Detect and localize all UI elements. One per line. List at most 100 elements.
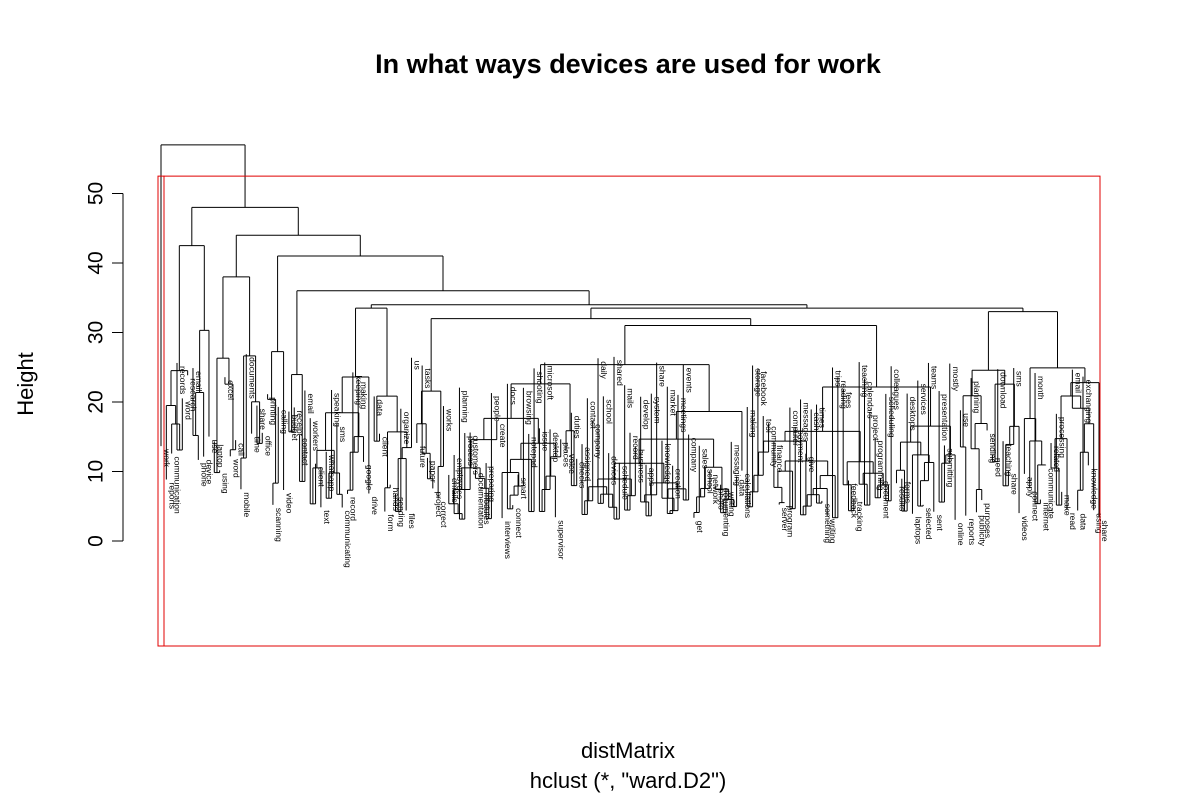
leaf-label: client	[317, 467, 327, 487]
leaf-labels: workreportscommunicationrecordswordresea…	[162, 357, 1110, 568]
leaf-label: record	[349, 497, 359, 521]
leaf-label: mails	[626, 388, 636, 408]
leaf-label: reports	[967, 519, 977, 545]
leaf-label: laptops	[913, 517, 923, 544]
leaf-label: making	[359, 382, 369, 410]
leaf-label: programming	[876, 441, 886, 491]
leaf-label: school	[706, 469, 716, 494]
leaf-label: teaching	[1004, 444, 1014, 476]
leaf-label: data	[375, 399, 385, 416]
leaf-label: receipt	[295, 410, 305, 436]
leaf-label: knowledge	[663, 444, 673, 485]
leaf-label: desktop	[551, 432, 561, 462]
leaf-label: sent	[935, 515, 945, 532]
leaf-label: process	[466, 436, 476, 466]
leaf-label: creation	[674, 469, 684, 500]
leaf-label: messaging	[732, 445, 742, 486]
y-tick-label: 0	[85, 535, 108, 547]
leaf-label: documents	[247, 357, 257, 399]
leaf-label: submitting	[945, 448, 955, 487]
leaf-label: online	[956, 523, 966, 546]
leaf-label: storage	[754, 369, 764, 398]
leaf-label: voice	[567, 454, 577, 474]
cluster-boxes	[157, 175, 1101, 647]
leaf-label: download	[999, 372, 1009, 409]
leaf-label: assigned	[583, 447, 593, 481]
leaf-label: videos	[1020, 516, 1030, 541]
leaf-label: customers	[471, 436, 481, 475]
leaf-label: feedback	[850, 483, 860, 518]
leaf-label: work	[162, 448, 172, 468]
leaf-label: modules	[482, 492, 492, 524]
leaf-label: messages	[802, 402, 812, 441]
leaf-label: communicating	[343, 511, 353, 568]
leaf-label: documenting	[722, 488, 732, 537]
y-tick-label: 30	[85, 321, 108, 344]
leaf-label: making	[748, 410, 758, 438]
leaf-label: video	[285, 493, 295, 514]
leaf-label: correct	[439, 501, 449, 528]
leaf-label: works	[444, 408, 454, 431]
leaf-label: research	[189, 378, 199, 411]
leaf-label: read	[1068, 513, 1078, 530]
leaf-label: supervisor	[556, 520, 566, 559]
leaf-label: project	[434, 491, 444, 517]
leaf-label: hands	[391, 488, 401, 511]
leaf-label: apps	[647, 468, 657, 486]
leaf-label: selected	[924, 508, 934, 540]
leaf-label: payment	[796, 430, 806, 463]
leaf-label: processing	[1057, 417, 1067, 458]
leaf-label: purposes	[983, 503, 993, 538]
leaf-label: google	[365, 465, 375, 491]
leaf-label: tracking	[855, 502, 865, 532]
leaf-label: data	[738, 480, 748, 497]
leaf-label: microsoft	[546, 365, 556, 400]
leaf-label: preparing	[487, 466, 497, 502]
leaf-label: email	[1073, 373, 1083, 393]
leaf-label: budget	[290, 415, 300, 442]
leaf-label: text	[322, 510, 332, 524]
leaf-label: device	[205, 460, 215, 485]
leaf-label: notepad	[530, 437, 540, 468]
leaf-label: sales	[700, 449, 710, 469]
leaf-label: share	[1100, 520, 1110, 542]
leaf-label: communication	[173, 457, 183, 514]
leaf-label: market	[668, 390, 678, 417]
leaf-label: contact	[301, 438, 311, 466]
leaf-label: mostly	[951, 367, 961, 392]
leaf-label: events	[684, 368, 694, 393]
leaf-label: paper	[428, 461, 438, 483]
leaf-label: organize	[402, 412, 412, 445]
dendrogram-branches	[160, 144, 1100, 520]
leaf-label: reports	[167, 483, 177, 509]
leaf-label: apply	[1025, 477, 1035, 498]
leaf-label: month	[1036, 376, 1046, 400]
leaf-label: times	[818, 408, 828, 428]
leaf-label: employees	[455, 458, 465, 499]
leaf-label: client	[381, 437, 391, 457]
leaf-label: make	[1063, 495, 1073, 516]
leaf-label: community	[770, 426, 780, 468]
leaf-label: document	[881, 481, 891, 519]
leaf-label: teaching	[860, 365, 870, 397]
leaf-label: services	[919, 384, 929, 415]
leaf-label: planning	[972, 381, 982, 413]
leaf-label: record	[631, 436, 641, 460]
leaf-label: daily	[599, 361, 609, 379]
leaf-label: smart	[519, 478, 529, 500]
leaf-label: trips	[834, 370, 844, 386]
leaf-label: us	[412, 361, 422, 370]
leaf-label: project	[871, 415, 881, 441]
leaf-label: contact	[588, 401, 598, 429]
leaf-label: use	[210, 440, 220, 454]
leaf-label: fees	[844, 392, 854, 408]
leaf-label: sms	[1015, 371, 1025, 387]
leaf-label: writing	[828, 518, 838, 544]
leaf-label: workers	[311, 420, 321, 451]
cluster-box	[163, 175, 1101, 647]
leaf-label: calculations	[743, 474, 753, 518]
leaf-label: keeping	[354, 375, 364, 405]
leaf-label: interviews	[503, 521, 513, 559]
leaf-label: scanning	[274, 508, 284, 542]
